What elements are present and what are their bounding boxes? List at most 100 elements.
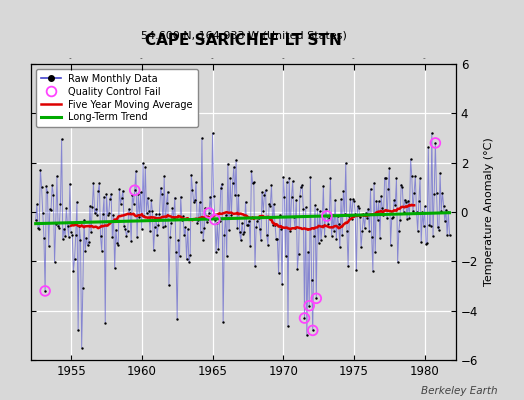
- Point: [244, 222, 252, 228]
- Point: [332, 236, 341, 242]
- Point: [168, 205, 177, 211]
- Point: [60, 226, 68, 232]
- Point: [312, 295, 321, 302]
- Point: [320, 233, 329, 239]
- Point: [136, 189, 145, 196]
- Point: [273, 236, 281, 242]
- Point: [436, 170, 444, 176]
- Point: [404, 198, 412, 204]
- Point: [41, 288, 49, 294]
- Point: [86, 203, 94, 209]
- Point: [261, 187, 270, 194]
- Point: [428, 130, 436, 136]
- Point: [147, 197, 156, 203]
- Point: [227, 212, 236, 218]
- Point: [375, 198, 383, 205]
- Point: [194, 217, 203, 223]
- Point: [87, 229, 95, 236]
- Point: [174, 237, 182, 244]
- Point: [215, 218, 224, 224]
- Point: [383, 215, 391, 222]
- Point: [326, 174, 335, 181]
- Point: [276, 212, 284, 218]
- Point: [285, 174, 293, 181]
- Point: [337, 196, 345, 202]
- Point: [399, 208, 408, 215]
- Point: [324, 220, 332, 227]
- Point: [289, 178, 297, 185]
- Point: [403, 216, 411, 222]
- Point: [73, 199, 81, 205]
- Point: [84, 239, 93, 246]
- Point: [79, 284, 87, 291]
- Point: [41, 288, 49, 294]
- Point: [372, 198, 380, 204]
- Point: [47, 207, 55, 213]
- Point: [124, 228, 132, 234]
- Point: [402, 199, 410, 206]
- Point: [176, 253, 184, 259]
- Point: [219, 319, 227, 326]
- Point: [330, 228, 338, 234]
- Point: [46, 206, 54, 212]
- Point: [49, 192, 58, 198]
- Point: [300, 315, 309, 321]
- Point: [66, 180, 74, 187]
- Point: [178, 216, 186, 223]
- Point: [183, 226, 192, 232]
- Point: [381, 174, 390, 181]
- Point: [169, 214, 178, 221]
- Point: [252, 224, 260, 230]
- Point: [155, 211, 163, 218]
- Point: [407, 156, 415, 162]
- Point: [367, 234, 376, 240]
- Point: [180, 232, 189, 238]
- Point: [111, 265, 119, 272]
- Point: [334, 221, 343, 227]
- Point: [59, 236, 67, 242]
- Point: [314, 240, 323, 246]
- Point: [394, 259, 402, 266]
- Point: [117, 195, 126, 201]
- Point: [205, 210, 213, 216]
- Point: [42, 183, 50, 190]
- Point: [253, 218, 261, 224]
- Point: [343, 228, 351, 234]
- Point: [64, 234, 73, 240]
- Point: [259, 208, 267, 214]
- Point: [240, 228, 248, 235]
- Point: [55, 225, 63, 231]
- Point: [97, 248, 106, 254]
- Point: [93, 212, 101, 218]
- Point: [48, 182, 57, 188]
- Point: [358, 228, 366, 234]
- Point: [100, 194, 108, 200]
- Point: [410, 189, 418, 196]
- Point: [186, 252, 194, 258]
- Point: [432, 190, 441, 196]
- Point: [357, 244, 365, 250]
- Point: [220, 232, 228, 238]
- Point: [70, 256, 79, 262]
- Point: [412, 209, 421, 215]
- Point: [442, 206, 450, 213]
- Point: [54, 222, 62, 229]
- Point: [306, 174, 314, 180]
- Point: [231, 192, 239, 198]
- Point: [370, 180, 378, 186]
- Point: [254, 215, 263, 222]
- Point: [125, 206, 133, 212]
- Point: [377, 193, 385, 199]
- Point: [31, 217, 40, 224]
- Point: [292, 197, 300, 203]
- Point: [91, 210, 99, 216]
- Point: [218, 180, 226, 187]
- Point: [88, 204, 96, 210]
- Point: [431, 140, 440, 146]
- Point: [129, 200, 138, 207]
- Point: [319, 183, 328, 189]
- Point: [352, 267, 361, 273]
- Point: [206, 194, 214, 200]
- Point: [193, 220, 201, 226]
- Point: [328, 232, 336, 239]
